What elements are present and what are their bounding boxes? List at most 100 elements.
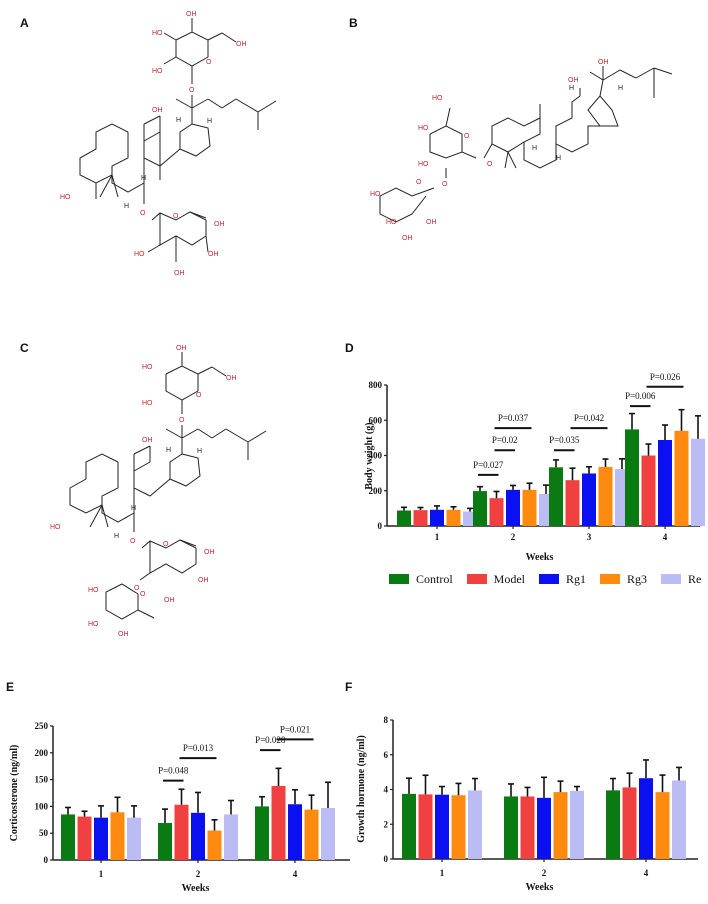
bar: [110, 812, 125, 860]
y-tick-label: 8: [384, 715, 389, 725]
svg-text:OH: OH: [152, 107, 163, 114]
svg-text:OH: OH: [568, 77, 579, 84]
bar: [94, 817, 108, 860]
x-tick-label: 3: [587, 532, 592, 542]
y-tick-label: 800: [369, 380, 383, 390]
y-tick-label: 200: [369, 486, 383, 496]
svg-text:OH: OH: [198, 577, 209, 584]
x-tick-label: 2: [542, 868, 547, 878]
bar: [127, 817, 141, 860]
svg-text:OH: OH: [174, 270, 185, 277]
chart-legend: Control Model Rg1 Rg3 Re: [389, 570, 708, 588]
bar: [622, 787, 637, 859]
bar: [418, 794, 433, 859]
bar: [565, 480, 580, 526]
svg-text:OH: OH: [214, 221, 225, 228]
bar: [451, 795, 466, 859]
svg-text:H: H: [197, 448, 202, 455]
legend-swatch: [466, 574, 487, 584]
legend-swatch: [539, 574, 560, 584]
legend-item-control: Control: [389, 572, 453, 587]
x-tick-label: 1: [435, 532, 440, 542]
bar: [430, 509, 444, 526]
x-tick-label: 2: [511, 532, 516, 542]
bar: [520, 796, 535, 859]
svg-text:HO: HO: [88, 587, 99, 594]
y-tick-label: 6: [384, 750, 389, 760]
x-tick-label: 2: [196, 869, 201, 879]
svg-text:HO: HO: [370, 191, 381, 198]
svg-text:OH: OH: [208, 251, 219, 258]
bar: [570, 790, 584, 859]
x-tick-label: 4: [663, 532, 668, 542]
y-axis-title: Body weight (g): [364, 422, 375, 489]
svg-text:O: O: [487, 161, 493, 168]
legend-label: Re: [688, 571, 702, 586]
panel-label-f: F: [345, 680, 353, 694]
svg-text:H: H: [532, 145, 537, 152]
bar: [413, 510, 428, 526]
svg-text:O: O: [130, 538, 136, 545]
bar: [489, 498, 504, 526]
svg-text:O: O: [134, 585, 140, 592]
svg-text:O: O: [163, 541, 169, 548]
svg-text:H: H: [124, 203, 129, 210]
svg-text:O: O: [196, 392, 202, 399]
svg-text:O: O: [206, 59, 212, 66]
bar: [655, 792, 670, 859]
y-tick-label: 4: [384, 785, 389, 795]
svg-text:O: O: [416, 179, 422, 186]
svg-text:HO: HO: [50, 524, 61, 531]
bar: [473, 491, 487, 526]
p-value-label: P=0.02: [492, 435, 518, 445]
svg-text:H: H: [114, 533, 119, 540]
svg-text:HO: HO: [60, 194, 71, 201]
svg-text:H: H: [556, 155, 561, 162]
bar: [255, 806, 269, 860]
legend-item-model: Model: [466, 572, 525, 587]
bar: [674, 430, 689, 526]
bar: [207, 830, 222, 860]
y-tick-label: 0: [44, 855, 49, 865]
p-value-label: P=0.042: [574, 413, 604, 423]
x-axis-title: Weeks: [182, 883, 210, 894]
p-value-label: P=0.021: [280, 724, 310, 734]
bar: [402, 793, 416, 859]
x-tick-label: 1: [99, 869, 104, 879]
bar: [606, 790, 620, 859]
svg-text:HO: HO: [152, 68, 163, 75]
legend-label: Rg1: [566, 571, 587, 586]
bar: [224, 814, 238, 860]
svg-text:O: O: [140, 210, 146, 217]
bar: [639, 778, 653, 859]
legend-label: Control: [416, 571, 453, 586]
y-tick-label: 250: [35, 721, 49, 731]
bar: [549, 467, 563, 526]
bar: [553, 792, 568, 859]
svg-text:O: O: [179, 417, 185, 424]
svg-text:HO: HO: [142, 364, 153, 371]
y-tick-label: 400: [369, 451, 383, 461]
y-tick-label: 50: [39, 828, 49, 838]
bar: [658, 439, 672, 526]
p-value-label: P=0.035: [549, 435, 580, 445]
bar: [435, 794, 449, 859]
svg-text:HO: HO: [88, 621, 99, 628]
svg-text:O: O: [140, 591, 146, 598]
x-tick-label: 4: [293, 869, 298, 879]
y-tick-label: 2: [384, 819, 389, 829]
svg-text:OH: OH: [164, 597, 175, 604]
p-value-label: P=0.027: [473, 460, 504, 470]
y-axis-title: Growth hormone (ng/ml): [356, 735, 367, 843]
bar: [537, 797, 551, 859]
svg-text:OH: OH: [402, 235, 413, 242]
bar: [506, 489, 520, 526]
bar: [61, 814, 75, 860]
svg-text:OH: OH: [598, 59, 609, 66]
bar: [672, 780, 686, 859]
bar: [468, 790, 482, 859]
bar: [691, 438, 705, 526]
bar: [582, 473, 596, 526]
